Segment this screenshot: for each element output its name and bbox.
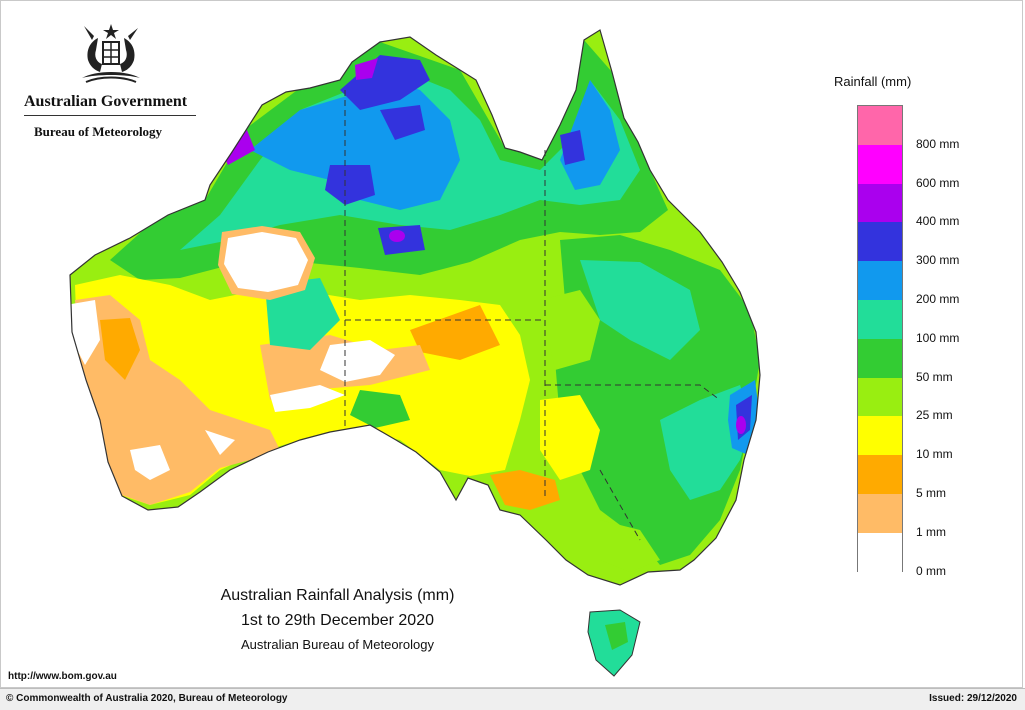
website-link[interactable]: http://www.bom.gov.au (8, 671, 117, 682)
state-borders (344, 90, 721, 541)
coastline (69, 29, 761, 586)
legend-swatch (858, 222, 902, 262)
legend-swatch (858, 261, 902, 300)
coat-of-arms-icon (82, 24, 140, 83)
legend-swatch (858, 183, 902, 223)
legend-label: 200 mm (916, 292, 960, 306)
legend-label: 50 mm (916, 369, 953, 384)
legend-swatch (858, 106, 902, 145)
footer-bar: © Commonwealth of Australia 2020, Bureau… (0, 688, 1025, 710)
legend-label: 100 mm (916, 330, 960, 345)
legend-label: 400 mm (916, 214, 960, 229)
legend-label: 600 mm (916, 175, 960, 190)
rainfall-map (69, 29, 761, 677)
map-source: Australian Bureau of Meteorology (241, 637, 434, 652)
legend-label: 1 mm (916, 524, 946, 539)
copyright-text: © Commonwealth of Australia 2020, Bureau… (6, 693, 288, 704)
bureau-title: Bureau of Meteorology (34, 124, 163, 139)
legend-colorbar (857, 105, 903, 572)
legend-swatch (858, 494, 902, 533)
legend-swatch (858, 300, 902, 339)
legend-label: 10 mm (916, 447, 953, 462)
legend-swatch (858, 144, 902, 184)
rainfall-zones (70, 30, 760, 585)
map-period: 1st to 29th December 2020 (240, 612, 434, 629)
legend-label: 0 mm (916, 563, 946, 578)
legend-title: Rainfall (mm) (834, 74, 912, 89)
legend-swatch (858, 338, 902, 378)
legend-label: 800 mm (916, 136, 960, 151)
legend-swatch (858, 416, 902, 456)
legend-swatch (858, 455, 902, 494)
legend-label: 300 mm (916, 253, 960, 268)
legend-swatch (858, 532, 902, 572)
legend-label: 5 mm (916, 486, 946, 500)
issued-date: Issued: 29/12/2020 (929, 693, 1017, 704)
government-logo: Australian Government Bureau of Meteorol… (20, 20, 200, 145)
map-title: Australian Rainfall Analysis (mm) (220, 587, 455, 604)
legend-swatch (858, 377, 902, 417)
government-title: Australian Government (24, 93, 196, 116)
legend-label: 25 mm (916, 408, 953, 423)
